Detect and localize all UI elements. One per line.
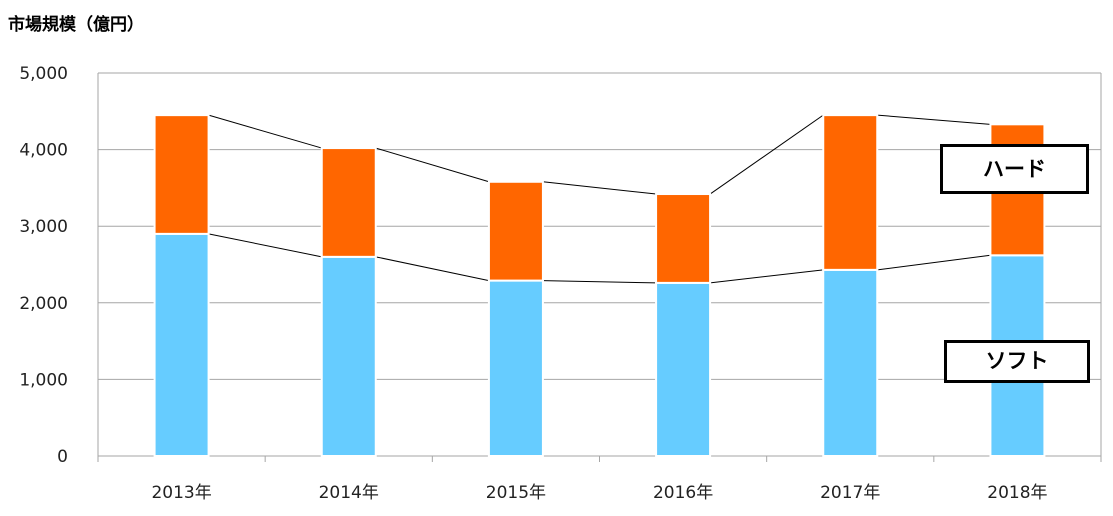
bar-soft	[487, 279, 544, 457]
x-tick-label: 2018年	[987, 483, 1047, 503]
series-connector-line	[709, 114, 824, 195]
bar-soft	[320, 255, 377, 457]
series-connector-line	[375, 147, 490, 183]
y-axis-title: 市場規模（億円）	[8, 15, 144, 35]
x-tick-label: 2013年	[151, 483, 211, 503]
x-tick-label: 2017年	[820, 483, 880, 503]
y-tick-label: 3,000	[19, 217, 68, 237]
bar-soft	[153, 232, 210, 457]
x-tick-label: 2016年	[653, 483, 713, 503]
series-connector-line	[542, 181, 657, 195]
series-connector-line	[375, 256, 490, 282]
series-connector-line	[208, 233, 322, 258]
legend-label-hard: ハード	[940, 144, 1089, 194]
bar-hard	[153, 114, 210, 235]
y-tick-label: 4,000	[19, 141, 68, 161]
bar-soft	[822, 268, 879, 457]
bar-hard	[655, 193, 712, 284]
series-connector-line	[710, 269, 824, 284]
series-connector-line	[542, 280, 657, 284]
bar-hard	[822, 114, 879, 271]
series-connector-line	[877, 254, 991, 271]
legend-label-soft: ソフト	[944, 340, 1090, 383]
x-tick-label: 2014年	[319, 483, 379, 503]
y-tick-label: 5,000	[19, 64, 68, 84]
bar-soft	[655, 281, 712, 457]
series-connector-line	[208, 114, 322, 149]
y-tick-label: 0	[57, 447, 68, 467]
bar-hard	[320, 147, 377, 258]
y-tick-label: 2,000	[19, 294, 68, 314]
y-tick-label: 1,000	[19, 370, 68, 390]
bar-hard	[487, 180, 544, 282]
x-tick-label: 2015年	[486, 483, 546, 503]
series-connector-line	[877, 114, 991, 125]
